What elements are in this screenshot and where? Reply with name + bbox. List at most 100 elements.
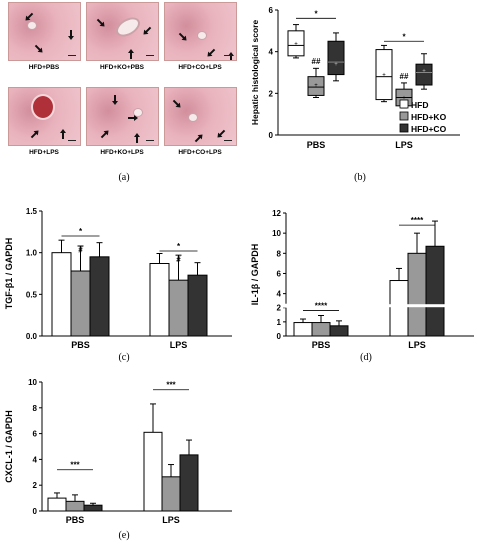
significance-marker: *** (166, 381, 176, 390)
bar (425, 245, 445, 337)
panel-label-e: (e) (118, 530, 130, 541)
y-tick-label: 0.0 (26, 332, 38, 341)
x-tick-label: LPS (170, 340, 188, 348)
bar (179, 454, 199, 512)
arrow-icon (178, 32, 187, 41)
significance-marker: * (177, 242, 181, 251)
arrow-icon (134, 133, 140, 143)
y-tick-label: 1.0 (26, 249, 38, 258)
chart-b-hepatic-score: 0 2 4 6 Hepatic histological score PBS LPS + + + +… (250, 6, 460, 150)
bar (83, 504, 103, 512)
panel-label-d: (d) (360, 352, 372, 363)
x-tick-label: PBS (307, 140, 326, 150)
significance-marker: **** (315, 302, 328, 311)
scale-bar (224, 139, 232, 141)
histology-caption: HFD+KO+PBS (99, 64, 145, 71)
significance-marker: # (176, 255, 181, 264)
panel-label-a: (a) (118, 172, 130, 183)
y-axis-label: IL-1β / GAPDH (250, 244, 260, 306)
arrow-icon (60, 129, 66, 139)
y-tick-label: 0.5 (26, 290, 38, 299)
scale-bar (146, 139, 154, 141)
histology-image (86, 2, 159, 61)
y-tick-label: 12 (272, 209, 281, 218)
bar (311, 322, 331, 337)
arrow-icon (68, 30, 74, 40)
scale-bar (224, 54, 232, 56)
bar (187, 274, 208, 337)
scale-bar (146, 54, 154, 56)
histology-panel: HFD+PBS HFD+KO+PBS HFD+CO+LPS HFD+LPS HFD+KO… (8, 2, 240, 162)
significance-marker: ## (400, 72, 409, 81)
legend-swatch (399, 111, 409, 121)
arrow-icon (34, 44, 43, 53)
scale-bar (68, 54, 76, 56)
legend-label: HFD (411, 100, 428, 110)
bar (89, 256, 110, 337)
bar (143, 431, 163, 512)
significance-marker: * (314, 9, 318, 18)
histology-image (8, 2, 81, 61)
arrow-icon (207, 48, 216, 57)
box (327, 40, 345, 76)
y-tick-label: 1.5 (26, 207, 38, 216)
y-axis-label: TGF-β1 / GAPDH (4, 238, 14, 310)
mean-marker: + (294, 41, 298, 47)
bar (389, 280, 409, 337)
box (287, 30, 305, 57)
y-tick-label: 10 (28, 378, 37, 387)
bar (161, 476, 181, 512)
mean-marker: + (382, 73, 386, 79)
vessel-shape (31, 94, 55, 120)
y-tick-label: 0 (269, 131, 274, 140)
bar (70, 270, 91, 337)
arrow-icon (217, 129, 226, 138)
panel-label-b: (b) (354, 172, 366, 183)
y-tick-label: 4 (277, 290, 282, 299)
x-tick-label: PBS (71, 340, 90, 348)
x-tick-label: LPS (408, 340, 426, 348)
bar (47, 497, 67, 512)
bar (168, 279, 189, 337)
significance-marker: # (78, 246, 83, 255)
mean-marker: + (402, 96, 406, 102)
box (307, 76, 325, 96)
y-tick-label: 4 (33, 455, 38, 464)
bar (329, 325, 349, 337)
legend-label: HFD+KO (411, 112, 447, 122)
bar (51, 252, 72, 337)
x-tick-label: LPS (162, 515, 180, 523)
significance-marker: *** (70, 461, 80, 470)
y-tick-label: 6 (269, 6, 274, 15)
y-tick-label: 2 (33, 481, 38, 490)
box (415, 63, 433, 86)
arrow-icon (228, 52, 234, 60)
mean-marker: + (334, 62, 338, 68)
vessel-shape (188, 113, 198, 122)
histology-image (86, 87, 159, 146)
significance-marker: * (79, 227, 83, 236)
arrow-icon (172, 99, 181, 108)
legend-swatch (399, 99, 409, 109)
bar (149, 263, 170, 337)
legend-label: HFD+CO (411, 124, 447, 134)
y-tick-label: 0 (277, 332, 282, 341)
y-tick-label: 2 (277, 304, 282, 313)
histology-caption: HFD+PBS (28, 64, 60, 71)
vessel-shape (27, 21, 37, 30)
panel-label-c: (c) (118, 352, 130, 363)
significance-marker: * (402, 32, 406, 41)
y-tick-label: 10 (272, 229, 281, 238)
y-tick-label: 4 (269, 48, 274, 57)
histology-caption: HFD+CO+LPS (178, 149, 222, 156)
bar (407, 252, 427, 337)
arrow-icon (30, 130, 39, 139)
arrow-icon (112, 95, 118, 105)
histology-caption: HFD+KO+LPS (100, 149, 144, 156)
arrow-icon (128, 115, 138, 121)
histology-image (8, 87, 81, 146)
scale-bar (68, 139, 76, 141)
histology-image (164, 87, 237, 146)
legend-swatch (399, 123, 409, 133)
arrow-icon (25, 12, 34, 21)
